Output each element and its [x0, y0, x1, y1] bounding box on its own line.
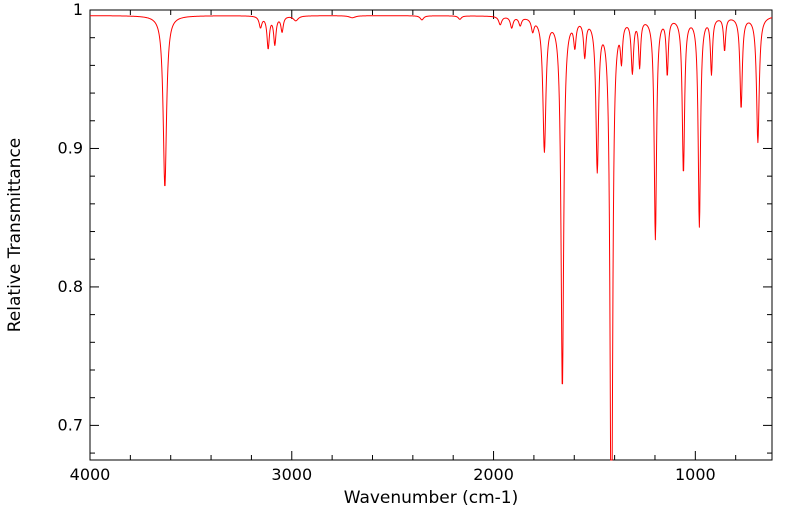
- x-tick-label: 3000: [271, 465, 312, 484]
- x-tick-label: 4000: [70, 465, 111, 484]
- spectrum-curve: [89, 15, 773, 461]
- plot-frame: [89, 9, 773, 461]
- plot-area: 4000 3000 2000 1000 0.7 0.8 0.9 1: [58, 0, 773, 484]
- y-tick-label: 0.9: [58, 138, 83, 157]
- y-tick-label: 0.7: [58, 415, 83, 434]
- x-tick-label: 2000: [473, 465, 514, 484]
- x-axis-title: Wavenumber (cm-1): [344, 488, 519, 508]
- y-axis-title: Relative Transmittance: [5, 138, 25, 333]
- y-tick-label: 0.8: [58, 277, 83, 296]
- y-tick-label: 1: [73, 0, 83, 19]
- x-tick-label: 1000: [675, 465, 716, 484]
